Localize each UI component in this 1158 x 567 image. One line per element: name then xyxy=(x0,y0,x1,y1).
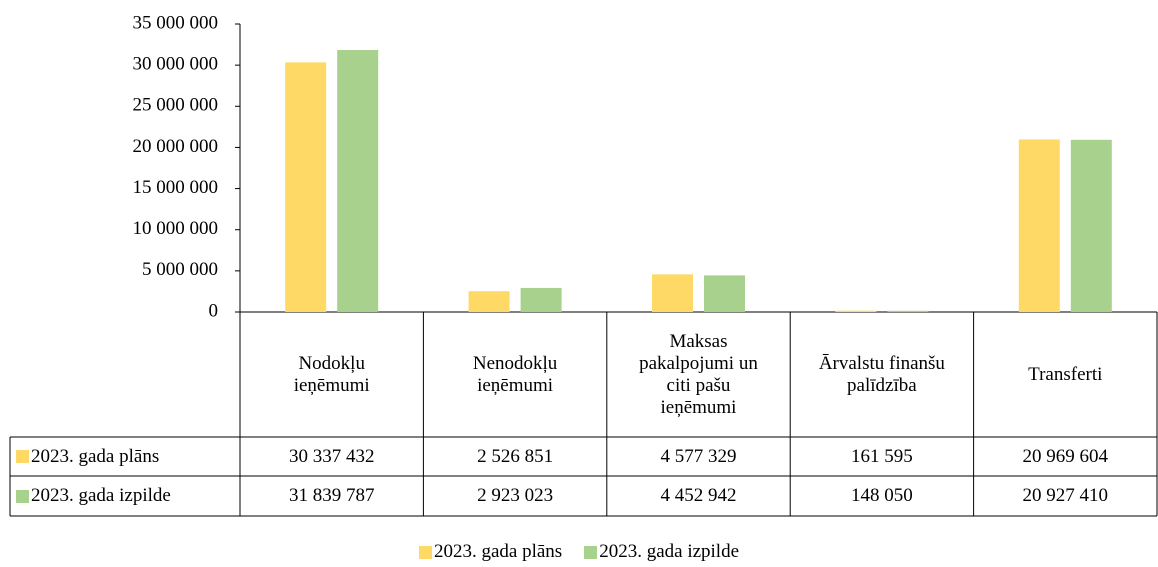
legend-key xyxy=(418,545,432,559)
y-tick-label: 20 000 000 xyxy=(133,136,219,157)
table-value-text: 148 050 xyxy=(851,485,913,506)
category-label: Nodokļu ieņēmumi xyxy=(240,312,423,437)
legend-item: 2023. gada izpilde xyxy=(584,541,739,563)
bar xyxy=(520,287,562,312)
table-value-text: 20 969 604 xyxy=(1022,445,1109,467)
y-tick-label: 30 000 000 xyxy=(133,54,219,75)
table-value: 2 526 851 xyxy=(423,437,606,476)
y-tick-label: 0 xyxy=(209,300,219,321)
row-header-text: 2023. gada izpilde xyxy=(31,485,171,506)
table-value: 4 577 329 xyxy=(607,437,790,476)
table-value: 20 969 604 xyxy=(974,437,1157,476)
bar xyxy=(652,274,693,312)
y-tick-label: 5 000 000 xyxy=(142,259,218,280)
table-value: 30 337 432 xyxy=(240,437,423,476)
legend-label: 2023. gada plāns xyxy=(433,541,563,562)
category-label-text: Ārvalstu finanšu palīdzība xyxy=(818,352,945,396)
bar xyxy=(835,310,877,312)
category-label-text: Nenodokļu ieņēmumi xyxy=(472,352,558,396)
bar xyxy=(704,275,745,312)
category-label-text: Nodokļu ieņēmumi xyxy=(293,352,370,396)
row-header: 2023. gada plāns xyxy=(10,437,240,476)
bar xyxy=(468,291,510,312)
bar xyxy=(887,310,929,312)
table-value: 148 050 xyxy=(790,476,973,516)
category-label-text: Maksas pakalpojumi un citi pašu ieņēmumi xyxy=(639,330,758,418)
table-value-text: 20 927 410 xyxy=(1022,485,1109,506)
table-value: 31 839 787 xyxy=(240,476,423,516)
legend-item: 2023. gada plāns xyxy=(418,541,563,563)
table-value-text: 161 595 xyxy=(851,445,913,467)
table-value-text: 4 577 329 xyxy=(660,445,737,467)
legend: 2023. gada plāns 2023. gada izpilde xyxy=(0,540,1158,564)
table-value-text: 31 839 787 xyxy=(288,485,375,506)
row-header: 2023. gada izpilde xyxy=(10,476,240,516)
legend-key xyxy=(16,450,29,463)
table-value-text: 2 526 851 xyxy=(477,445,554,467)
legend-key xyxy=(16,489,29,503)
table-value: 161 595 xyxy=(790,437,973,476)
table-value-text: 2 923 023 xyxy=(477,485,554,506)
y-tick-label: 35 000 000 xyxy=(133,12,219,33)
category-label: Transferti xyxy=(974,312,1157,437)
table-value: 20 927 410 xyxy=(974,476,1157,516)
category-label-text: Transferti xyxy=(1028,363,1103,385)
category-label: Nenodokļu ieņēmumi xyxy=(423,312,606,437)
table-value-text: 30 337 432 xyxy=(288,445,375,467)
category-label: Maksas pakalpojumi un citi pašu ieņēmumi xyxy=(607,312,790,437)
category-label: Ārvalstu finanšu palīdzība xyxy=(790,312,973,437)
bar xyxy=(1018,139,1060,312)
bar xyxy=(285,62,327,312)
y-tick-label: 15 000 000 xyxy=(133,177,219,198)
table-value: 4 452 942 xyxy=(607,476,790,516)
row-header-text: 2023. gada plāns xyxy=(31,445,160,467)
table-value: 2 923 023 xyxy=(423,476,606,516)
bar xyxy=(337,50,379,313)
bar xyxy=(1070,139,1112,312)
legend-label: 2023. gada izpilde xyxy=(599,541,740,562)
y-tick-label: 25 000 000 xyxy=(133,95,219,116)
y-tick-label: 10 000 000 xyxy=(133,218,219,239)
legend-key xyxy=(584,545,598,559)
table-value-text: 4 452 942 xyxy=(660,485,737,506)
